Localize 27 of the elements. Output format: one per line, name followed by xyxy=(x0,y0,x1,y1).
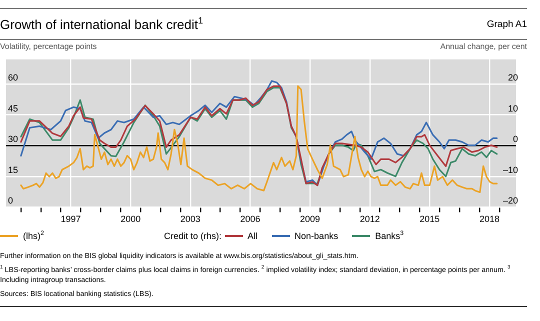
y2-tick-label: 20 xyxy=(508,72,518,83)
y-axis-title: Volatility, percentage points xyxy=(0,42,97,51)
y-tick-label: 15 xyxy=(8,164,18,175)
y-tick-label: 30 xyxy=(8,134,18,144)
y2-tick-label: 0 xyxy=(512,134,518,144)
y2-tick-label: –20 xyxy=(502,196,518,206)
x-tick-label: 2018 xyxy=(479,214,500,224)
x-tick-label: 2009 xyxy=(300,214,320,224)
chart-subtitle: Graph A1 xyxy=(486,18,527,30)
y-tick-label: 45 xyxy=(8,103,18,114)
x-tick-label: 1997 xyxy=(60,214,81,224)
x-tick-label: 2012 xyxy=(360,214,380,224)
y2-axis-title: Annual change, per cent xyxy=(440,42,527,51)
y-tick-label: 60 xyxy=(8,72,18,83)
x-tick-label: 2000 xyxy=(120,214,141,224)
x-tick-label: 2015 xyxy=(420,214,440,224)
chart-title: Growth of international bank credit$^{1}$ xyxy=(0,15,204,32)
legend-title: Credit to (rhs): xyxy=(164,231,222,241)
y-tick-label: 0 xyxy=(8,196,14,206)
legend-label: Banks$^{3}$ xyxy=(375,230,404,241)
legend-label: Non-banks xyxy=(294,231,338,241)
y2-tick-label: 10 xyxy=(508,103,518,114)
legend-label: (lhs)$^{2}$ xyxy=(23,230,44,241)
x-tick-label: 2003 xyxy=(180,214,200,224)
x-tick-label: 2006 xyxy=(240,214,260,224)
y2-tick-label: –10 xyxy=(502,164,518,175)
legend-label: All xyxy=(248,231,258,241)
